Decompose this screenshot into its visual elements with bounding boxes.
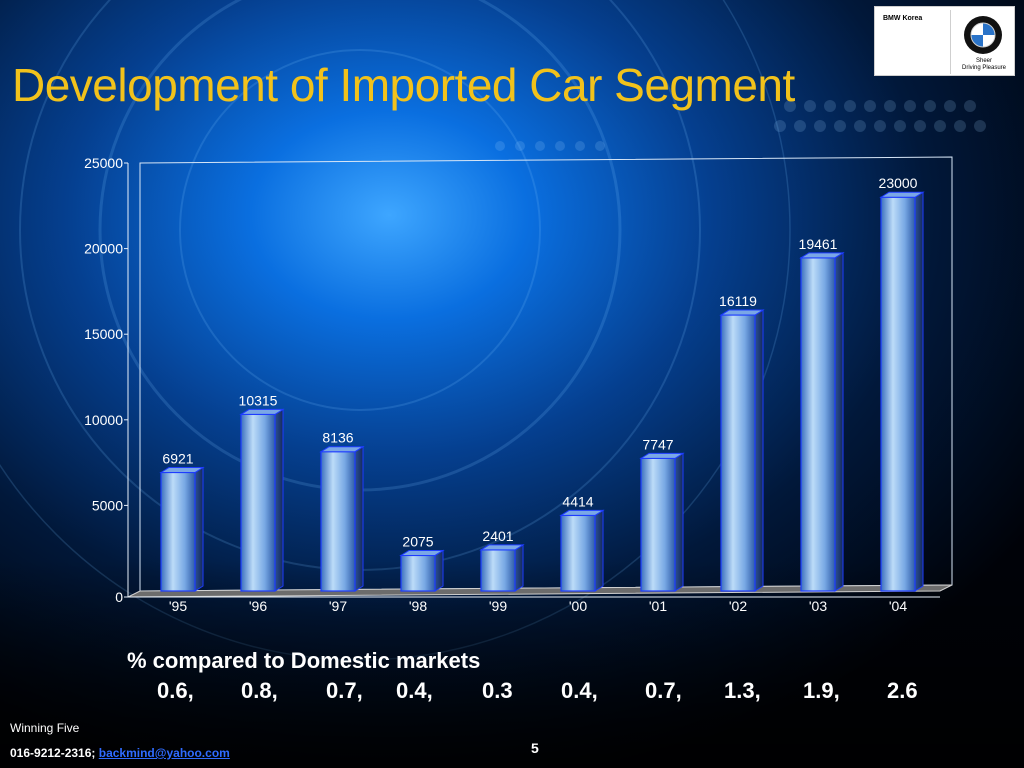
bar-front: [720, 314, 756, 592]
bar-front: [240, 413, 276, 592]
data-label: 7747: [642, 436, 673, 452]
bar: [479, 543, 525, 592]
bar-series: [159, 191, 925, 592]
bar: [319, 445, 365, 592]
bmw-emblem-icon: [964, 16, 1002, 54]
bar-front: [320, 451, 356, 592]
bar: [879, 191, 925, 592]
domestic-comparison-title: % compared to Domestic markets: [127, 648, 481, 673]
bar-top: [479, 544, 525, 551]
bar-side: [514, 543, 524, 592]
ratio-value: 0.4,: [561, 678, 598, 703]
bar-front: [400, 554, 436, 592]
bar-side: [594, 509, 604, 592]
bar-front: [880, 196, 916, 592]
bar-front: [480, 549, 516, 592]
logo-tagline: Sheer Driving Pleasure: [961, 58, 1007, 71]
bar-top: [559, 509, 605, 516]
data-label: 16119: [719, 293, 757, 309]
ratio-value: 0.7,: [645, 678, 682, 703]
x-axis: '95 '96 '97 '98 '99 '00 '01 '02 '03 '04: [169, 598, 907, 614]
y-tick-label: 5000: [92, 497, 123, 513]
bar-side: [914, 191, 924, 592]
x-tick-label: '01: [649, 598, 667, 614]
bar-front: [560, 514, 596, 592]
x-tick-label: '98: [409, 598, 427, 614]
y-tick-label: 0: [115, 589, 123, 605]
ratio-value: 1.3,: [724, 678, 761, 703]
footer-email-link[interactable]: backmind@yahoo.com: [98, 746, 230, 760]
y-tick-label: 15000: [84, 326, 123, 342]
slide-title: Development of Imported Car Segment: [12, 59, 795, 111]
x-tick-label: '99: [489, 598, 507, 614]
x-tick-label: '95: [169, 598, 187, 614]
ratio-value: 0.3: [482, 678, 513, 703]
bar-front: [160, 471, 196, 592]
footer-phone: 016-9212-2316;: [10, 746, 96, 760]
bar-top: [319, 446, 365, 453]
bar-top: [639, 452, 685, 459]
bar: [639, 452, 685, 592]
bar-side: [754, 309, 764, 592]
data-label: 2075: [402, 533, 433, 549]
ratio-value: 0.4,: [396, 678, 433, 703]
bar: [719, 309, 765, 592]
ratio-value: 1.9,: [803, 678, 840, 703]
bar-top: [159, 467, 205, 474]
bar: [159, 466, 205, 592]
bar-top: [399, 549, 445, 556]
bar-top: [879, 191, 925, 198]
y-tick-label: 10000: [84, 412, 123, 428]
y-tick-label: 20000: [84, 241, 123, 257]
x-tick-label: '00: [569, 598, 587, 614]
data-label: 10315: [239, 392, 278, 408]
footer-contact: 016-9212-2316; backmind@yahoo.com: [10, 746, 230, 760]
bar: [399, 549, 445, 592]
bar-side: [194, 466, 204, 592]
data-label: 19461: [799, 236, 838, 252]
bar-side: [434, 549, 444, 592]
data-label: 2401: [482, 528, 513, 544]
logo-divider: [950, 10, 951, 74]
y-axis: 0 5000 10000 15000 20000 25000: [84, 155, 940, 605]
bar-top: [239, 408, 285, 415]
background-dots: [495, 100, 986, 151]
ratio-value: 0.6,: [157, 678, 194, 703]
x-tick-label: '97: [329, 598, 347, 614]
bar: [559, 509, 605, 592]
ratio-value: 0.7,: [326, 678, 363, 703]
data-label: 6921: [162, 451, 193, 467]
x-tick-label: '02: [729, 598, 747, 614]
bar-side: [834, 251, 844, 592]
bar: [799, 251, 845, 592]
data-label: 4414: [562, 493, 593, 509]
bar-front: [640, 457, 676, 592]
data-label: 23000: [879, 175, 918, 191]
bar: [239, 408, 285, 592]
x-tick-label: '04: [889, 598, 907, 614]
x-tick-label: '96: [249, 598, 267, 614]
bar-front: [800, 257, 836, 592]
bar-side: [354, 445, 364, 592]
x-tick-label: '03: [809, 598, 827, 614]
bar-side: [274, 408, 284, 592]
data-label: 8136: [322, 430, 353, 446]
bar-top: [719, 309, 765, 316]
ratio-value: 0.8,: [241, 678, 278, 703]
ratio-value: 2.6: [887, 678, 918, 703]
footer-name: Winning Five: [10, 721, 80, 735]
y-tick-label: 25000: [84, 155, 123, 171]
bar-side: [674, 452, 684, 592]
page-number: 5: [531, 740, 539, 756]
data-labels: 6921 10315 8136 2075 2401 4414 7747 16119 19461 2…: [162, 175, 917, 549]
bmw-korea-logo: BMW Korea Sheer Driving Pleasure: [874, 6, 1015, 76]
logo-brand-text: BMW Korea: [883, 15, 923, 22]
bar-top: [799, 252, 845, 259]
